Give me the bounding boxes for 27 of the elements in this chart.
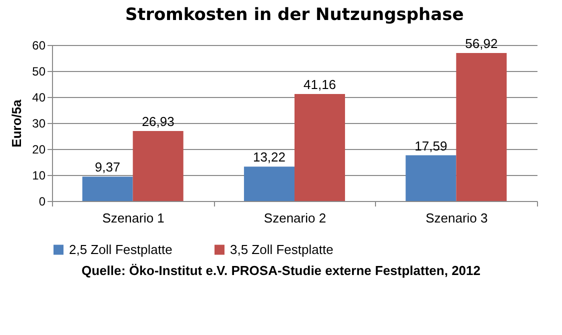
source-note: Quelle: Öko-Institut e.V. PROSA-Studie externe Festplatten, 2012 xyxy=(80,263,482,278)
legend-label: 2,5 Zoll Festplatte xyxy=(69,242,172,257)
y-tick-label: 40 xyxy=(32,90,46,104)
y-tick-label: 10 xyxy=(32,168,46,182)
y-tick-label: 60 xyxy=(32,38,46,52)
bar xyxy=(82,176,133,201)
y-tick-label: 20 xyxy=(32,142,46,156)
data-label: 17,59 xyxy=(414,138,448,154)
legend-label: 3,5 Zoll Festplatte xyxy=(230,242,334,257)
data-label: 13,22 xyxy=(252,150,286,165)
bar xyxy=(456,53,507,201)
x-tick-label: Szenario 3 xyxy=(426,210,488,226)
data-label: 56,92 xyxy=(465,36,498,52)
chart-title: Stromkosten in der Nutzungsphase xyxy=(125,5,464,26)
data-label: 9,37 xyxy=(94,160,120,175)
y-axis-title: Euro/5a xyxy=(9,98,24,148)
y-tick-label: 50 xyxy=(32,64,46,78)
data-label: 26,93 xyxy=(142,114,174,129)
bar xyxy=(406,155,456,201)
x-tick-label: Szenario 2 xyxy=(264,210,326,226)
x-tick-label: Szenario 1 xyxy=(102,210,164,226)
bar xyxy=(244,166,294,201)
bar xyxy=(132,130,184,201)
y-tick-label: 30 xyxy=(32,116,46,130)
y-tick-label: 0 xyxy=(38,194,46,208)
data-label: 41,16 xyxy=(303,76,336,92)
bar xyxy=(294,94,346,201)
